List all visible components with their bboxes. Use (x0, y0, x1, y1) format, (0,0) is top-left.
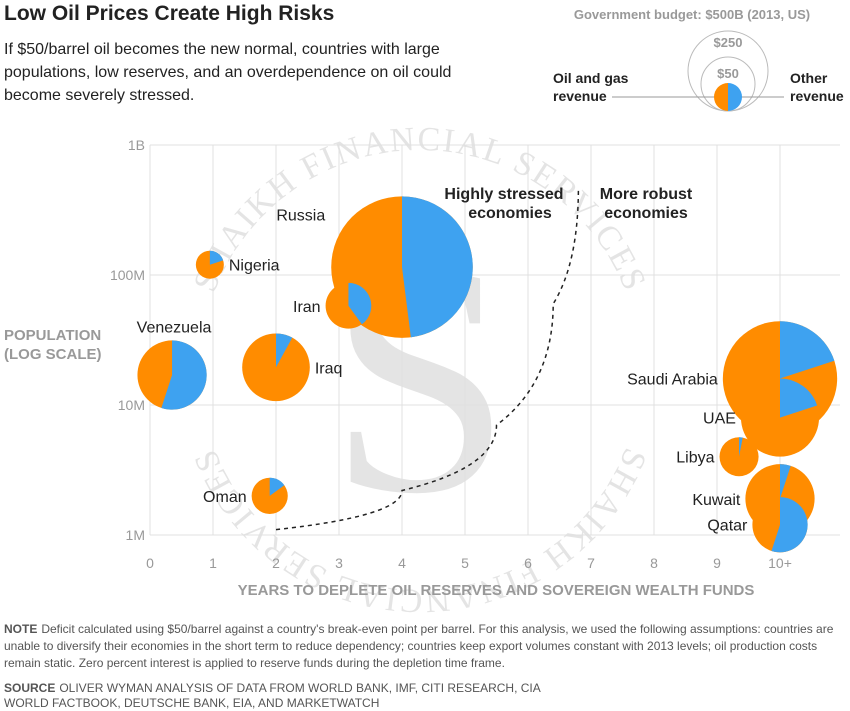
footnote: NOTE Deficit calculated using $50/barrel … (4, 621, 849, 672)
bubble-chart: Government budget: $500B (2013, US) $250… (4, 7, 844, 599)
y-tick-label: 1M (126, 527, 145, 543)
y-tick-label: 10M (118, 397, 145, 413)
legend-other-label-line2: revenue (790, 88, 844, 104)
country-label-uae: UAE (703, 411, 736, 428)
bubbles: Russia Saudi Arabia UAE Venezuela Kuwait Iraq… (137, 196, 838, 553)
annotation-stressed-line1: Highly stressed (444, 186, 563, 203)
y-axis-label-line2: (LOG SCALE) (4, 346, 102, 363)
x-tick-label: 1 (209, 555, 217, 571)
source-text: OLIVER WYMAN ANALYSIS OF DATA FROM WORLD… (4, 681, 541, 710)
bubble-other-venezuela (161, 340, 207, 410)
legend-size-label-small: $50 (717, 66, 739, 81)
bubble-other-russia (402, 196, 473, 338)
bubble-venezuela (137, 340, 207, 410)
bubble-libya (719, 437, 759, 477)
x-tick-label: 0 (146, 555, 154, 571)
country-label-venezuela: Venezuela (137, 319, 212, 336)
chart-subtitle: If $50/barrel oil becomes the new normal… (4, 41, 452, 104)
bubble-other-qatar (771, 497, 808, 553)
bubble-other-uae (780, 378, 818, 418)
axes: POPULATION (LOG SCALE) YEARS TO DEPLETE … (4, 327, 754, 599)
x-tick-label: 2 (272, 555, 280, 571)
source-lead: SOURCE (4, 681, 56, 695)
x-tick-label: 6 (524, 555, 532, 571)
x-tick-label: 7 (587, 555, 595, 571)
x-tick-label: 10+ (768, 555, 792, 571)
country-label-oman: Oman (203, 489, 247, 506)
footnote-lead: NOTE (4, 622, 38, 636)
y-tick-label: 1B (128, 137, 145, 153)
bubble-oman (251, 477, 288, 514)
bubble-qatar (752, 497, 808, 553)
country-label-qatar: Qatar (707, 518, 748, 535)
x-tick-label: 4 (398, 555, 406, 571)
x-tick-label: 8 (650, 555, 658, 571)
bubble-other-libya (739, 437, 743, 457)
y-axis-label-line1: POPULATION (4, 327, 101, 344)
country-label-saudi-arabia: Saudi Arabia (627, 371, 718, 388)
annotation-robust-line2: economies (604, 205, 688, 222)
country-label-russia: Russia (276, 207, 325, 224)
country-label-nigeria: Nigeria (229, 258, 280, 275)
country-label-iran: Iran (293, 299, 321, 316)
legend: Government budget: $500B (2013, US) $250… (553, 7, 844, 112)
legend-oil-gas-label-line2: revenue (553, 88, 607, 104)
x-tick-label: 5 (461, 555, 469, 571)
bubble-nigeria (195, 250, 224, 279)
footnote-text: Deficit calculated using $50/barrel agai… (4, 622, 834, 670)
x-tick-label: 9 (713, 555, 721, 571)
country-label-iraq: Iraq (315, 360, 343, 377)
annotation-robust-line1: More robust (600, 186, 693, 203)
legend-other-swatch (728, 83, 742, 111)
bubble-other-saudi-arabia (780, 321, 835, 379)
source-note: SOURCE OLIVER WYMAN ANALYSIS OF DATA FROM… (4, 681, 564, 711)
country-label-kuwait: Kuwait (692, 492, 741, 509)
divider-curve (275, 187, 580, 531)
x-tick-label: 3 (335, 555, 343, 571)
bubble-other-oman (269, 477, 285, 496)
country-label-libya: Libya (676, 450, 714, 467)
bubble-other-nigeria (209, 250, 224, 265)
legend-heading: Government budget: $500B (2013, US) (574, 7, 810, 22)
x-axis-label: YEARS TO DEPLETE OIL RESERVES AND SOVERE… (238, 582, 755, 599)
bubble-other-iraq (276, 333, 293, 368)
legend-oil-gas-swatch (714, 83, 728, 111)
chart-title: Low Oil Prices Create High Risks (4, 2, 335, 25)
bubble-iraq (242, 333, 310, 402)
annotations: Highly stressed economies More robust ec… (444, 186, 692, 222)
bubble-other-kuwait (780, 464, 791, 499)
bubble-uae (740, 378, 820, 457)
grid: 0 1 2 3 4 5 6 7 8 9 10+ 1M 10M 100M 1B (110, 137, 840, 571)
legend-other-label-line1: Other (790, 70, 828, 86)
legend-oil-gas-label-line1: Oil and gas (553, 70, 629, 86)
annotation-stressed-line2: economies (468, 205, 552, 222)
y-tick-label: 100M (110, 267, 145, 283)
legend-size-label-large: $250 (714, 35, 743, 50)
divider (275, 187, 580, 531)
bubble-other-iran (348, 282, 372, 325)
bubble-iran (325, 282, 372, 329)
